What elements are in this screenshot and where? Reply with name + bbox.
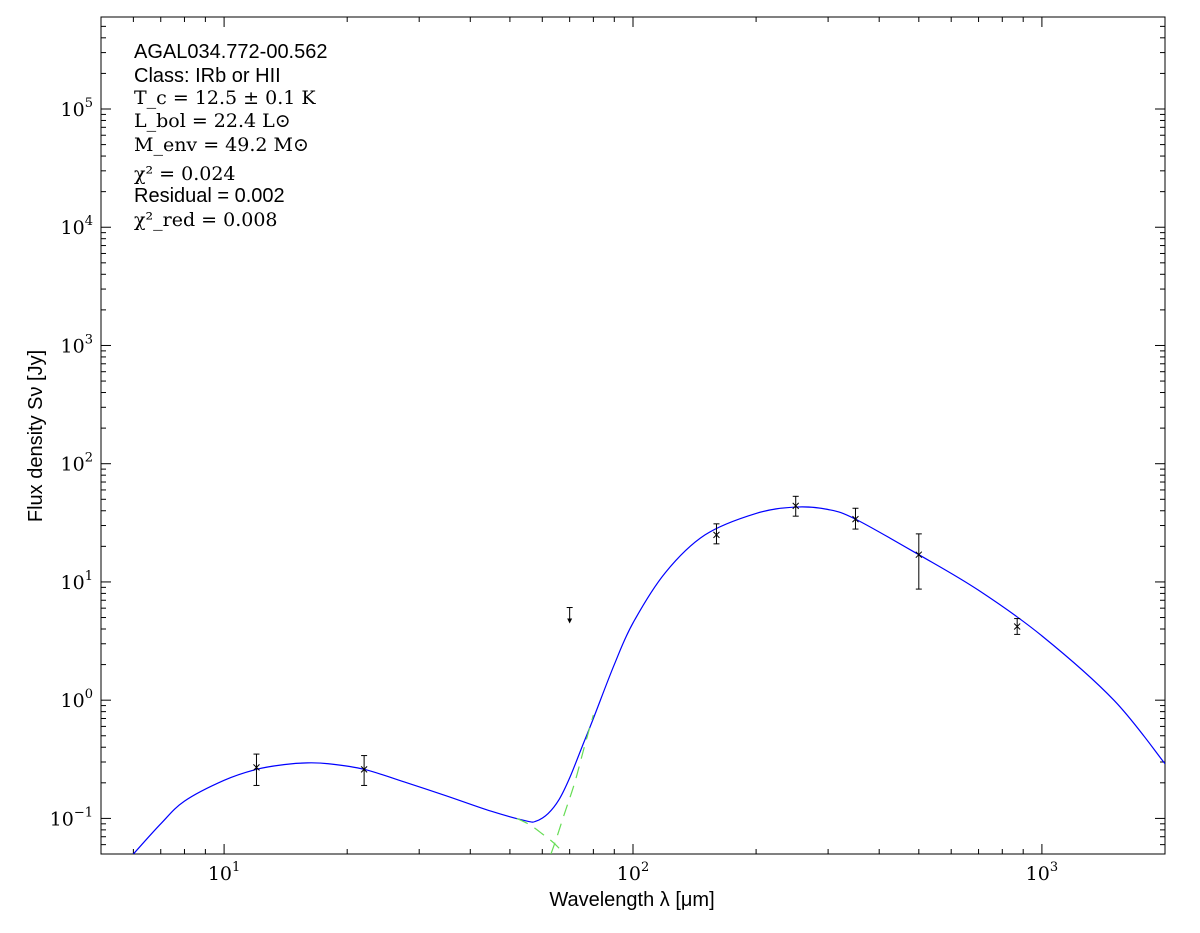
- x-axis-label: Wavelength λ [μm]: [549, 889, 714, 911]
- point-marker-b: [792, 502, 800, 510]
- data-point: [360, 755, 368, 786]
- data-point: [713, 523, 720, 545]
- menv-annotation: M_env = 49.2 M⊙: [134, 134, 309, 156]
- data-point: [1013, 618, 1021, 635]
- y-tick-label: 101: [61, 569, 93, 594]
- y-tick-label: 10−1: [50, 805, 93, 830]
- upper-limit-point: [566, 607, 573, 624]
- data-point: [253, 753, 260, 786]
- x-tick-label: 101: [208, 860, 240, 885]
- y-tick-label: 104: [61, 214, 93, 239]
- component-curve-2: [550, 714, 594, 854]
- chi2-annotation: χ² = 0.024: [134, 163, 236, 185]
- point-marker-b: [360, 765, 368, 773]
- point-marker-b: [852, 515, 859, 523]
- tc-annotation: T_c = 12.5 ± 0.1 K: [134, 87, 316, 109]
- lbol-annotation: L_bol = 22.4 L⊙: [134, 110, 291, 132]
- y-axis-label: Flux density Sν [Jy]: [25, 350, 47, 522]
- data-point: [792, 495, 800, 517]
- y-tick-label: 102: [61, 451, 93, 476]
- point-marker-b: [713, 531, 720, 539]
- y-tick-label: 105: [61, 96, 93, 121]
- total-model-curve: [132, 506, 1165, 854]
- upper-limit-arrow: [567, 618, 573, 624]
- annotation-block: AGAL034.772-00.562 Class: IRb or HII T_c…: [134, 41, 328, 231]
- y-tick-label: 103: [61, 332, 93, 357]
- chi2red-annotation: χ²_red = 0.008: [134, 209, 278, 231]
- data-points: [253, 495, 1021, 786]
- source-class: Class: IRb or HII: [134, 65, 281, 87]
- component-curve-1: [516, 817, 565, 854]
- point-marker-b: [253, 764, 260, 771]
- y-tick-label: 100: [61, 687, 93, 712]
- model-curves: [132, 506, 1165, 854]
- x-tick-label: 103: [1026, 860, 1058, 885]
- data-point: [852, 507, 859, 530]
- axis-ticks: 101 102 103 10−1 100 101 102 103 104 105: [50, 16, 1166, 885]
- data-point: [915, 533, 923, 590]
- point-marker-b: [915, 551, 923, 559]
- residual-annotation: Residual = 0.002: [134, 185, 285, 207]
- source-name: AGAL034.772-00.562: [134, 41, 328, 63]
- point-marker-b: [1013, 623, 1021, 630]
- x-tick-label: 102: [617, 860, 649, 885]
